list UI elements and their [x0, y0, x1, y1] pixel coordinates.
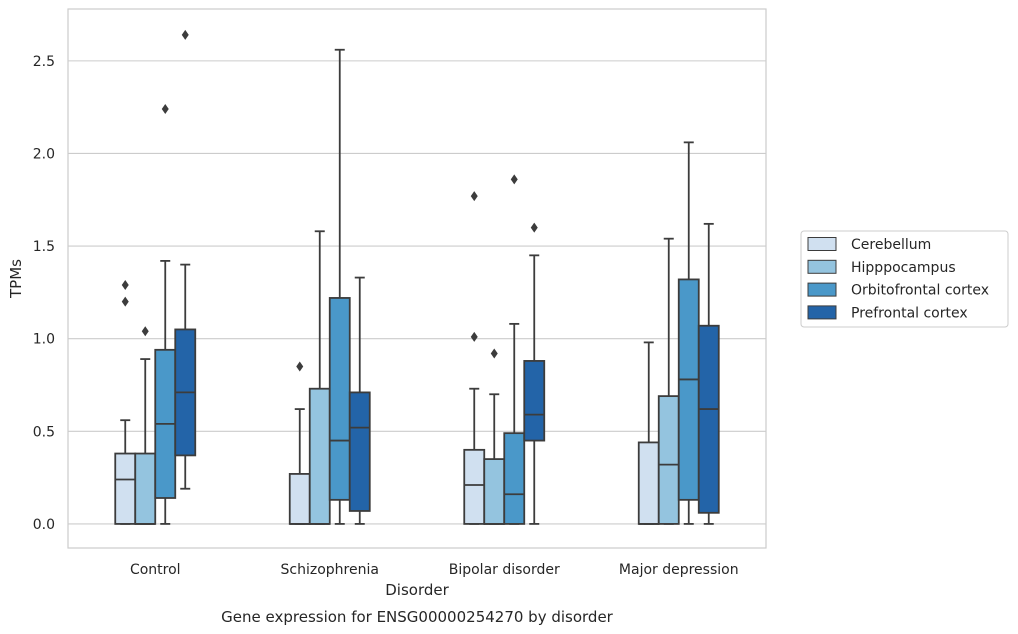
- iqr-box: [677, 278, 700, 501]
- iqr-box: [288, 473, 311, 525]
- box-0-2: [154, 104, 177, 525]
- legend-label: Hipppocampus: [851, 260, 956, 276]
- box-1-0: [288, 361, 311, 525]
- box-2-2: [503, 174, 526, 525]
- plot-frame: [67, 8, 767, 549]
- legend-frame: [800, 230, 1009, 328]
- outlier-point: [470, 331, 478, 342]
- legend-swatch: [807, 282, 837, 297]
- outlier-point: [121, 279, 129, 290]
- y-tick-label: 0.5: [33, 424, 55, 440]
- iqr-box: [134, 452, 157, 525]
- y-tick-label: 2.0: [33, 146, 55, 162]
- y-tick-label: 1.0: [33, 332, 55, 348]
- iqr-box: [483, 458, 506, 525]
- outlier-point: [161, 104, 169, 115]
- iqr-box: [114, 452, 137, 525]
- box-1-3: [348, 276, 371, 525]
- box-2-0: [463, 191, 486, 525]
- x-axis-title: Disorder: [385, 581, 449, 599]
- x-tick-label: Major depression: [619, 562, 739, 578]
- x-tick-label: Schizophrenia: [281, 562, 379, 578]
- box-2-3: [523, 222, 546, 525]
- outlier-point: [490, 348, 498, 359]
- x-tick-label: Control: [130, 562, 181, 578]
- x-tick-labels: Control Schizophrenia Bipolar disorder Majo…: [130, 562, 739, 578]
- legend-label: Cerebellum: [851, 237, 931, 253]
- iqr-box: [657, 395, 680, 525]
- box-0-0: [114, 279, 137, 525]
- legend: Cerebellum Hipppocampus Orbitofrontal cort…: [800, 230, 1009, 328]
- outlier-point: [296, 361, 304, 372]
- box-1-2: [328, 48, 351, 525]
- chart-caption: Gene expression for ENSG00000254270 by d…: [221, 608, 614, 626]
- boxes-layer: [114, 29, 720, 525]
- box-3-3: [697, 222, 720, 525]
- iqr-box: [463, 448, 486, 525]
- legend-swatch: [807, 237, 837, 251]
- y-tick-label: 1.5: [33, 239, 55, 255]
- x-tick-label: Bipolar disorder: [449, 562, 560, 578]
- box-0-1: [134, 326, 157, 525]
- outlier-point: [510, 174, 518, 185]
- outlier-point: [470, 191, 478, 202]
- outlier-point: [181, 29, 189, 40]
- legend-label: Orbitofrontal cortex: [851, 283, 989, 299]
- y-tick-label: 2.5: [33, 54, 55, 70]
- iqr-box: [308, 387, 331, 525]
- iqr-box: [637, 441, 660, 525]
- box-2-1: [483, 348, 506, 525]
- box-0-3: [174, 29, 197, 490]
- y-tick-labels: 0.0 0.5 1.0 1.5 2.0 2.5: [33, 54, 55, 533]
- outlier-point: [121, 296, 129, 307]
- legend-swatch: [807, 259, 837, 274]
- box-3-2: [677, 141, 700, 525]
- outlier-point: [141, 326, 149, 337]
- y-axis-title: TPMs: [7, 259, 25, 299]
- box-3-0: [637, 341, 660, 525]
- box-3-1: [657, 237, 680, 525]
- outlier-point: [530, 222, 538, 233]
- iqr-box: [697, 324, 720, 514]
- legend-label: Prefrontal cortex: [851, 305, 968, 321]
- box-1-1: [308, 230, 331, 525]
- iqr-box: [523, 360, 546, 442]
- y-tick-label: 0.0: [33, 517, 55, 533]
- iqr-box: [348, 391, 371, 512]
- iqr-box: [503, 432, 526, 525]
- iqr-box: [328, 297, 351, 501]
- legend-swatch: [807, 305, 837, 320]
